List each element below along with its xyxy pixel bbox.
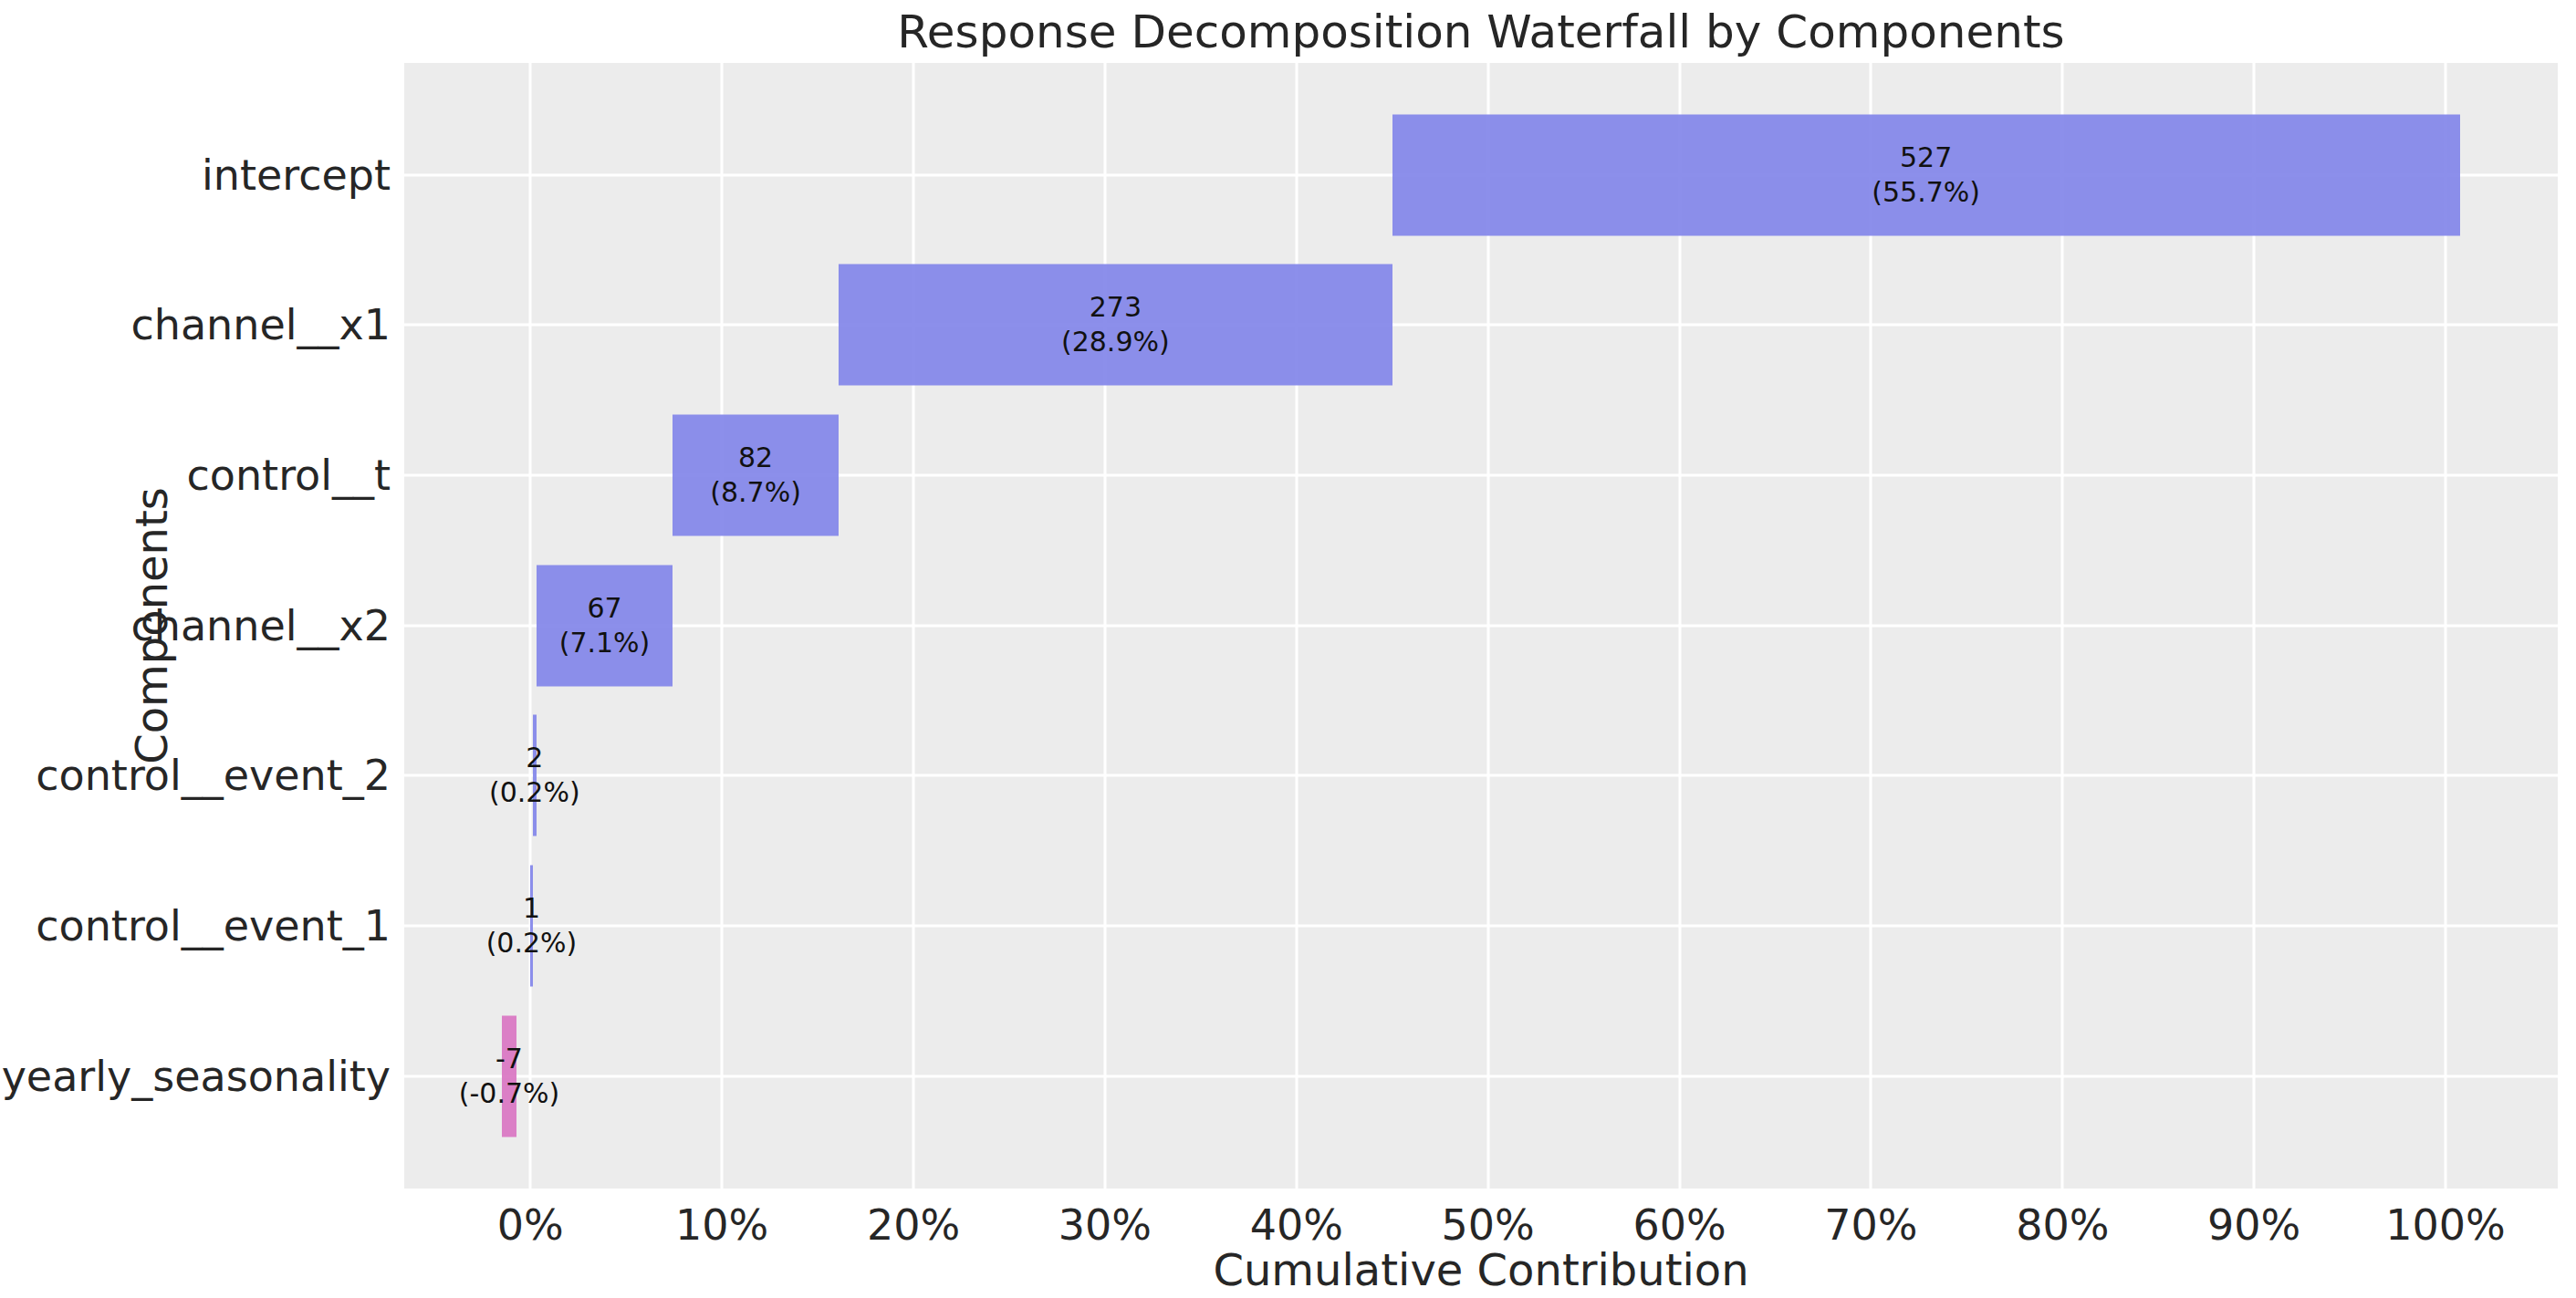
x-tick-label: 90% bbox=[2207, 1200, 2300, 1250]
y-gridline bbox=[404, 774, 2558, 777]
bar-value-label: 1(0.2%) bbox=[486, 891, 578, 961]
bar-value-label: 527(55.7%) bbox=[1872, 140, 1980, 210]
x-tick-label: 10% bbox=[675, 1200, 768, 1250]
bar-percent-text: (0.2%) bbox=[489, 775, 580, 810]
y-gridline bbox=[404, 925, 2558, 928]
y-category-label: channel__x2 bbox=[130, 601, 391, 650]
y-gridline bbox=[404, 624, 2558, 627]
x-tick-label: 50% bbox=[1442, 1200, 1535, 1250]
y-category-label: control__t bbox=[187, 451, 391, 500]
waterfall-figure: Response Decomposition Waterfall by Comp… bbox=[0, 0, 2576, 1298]
x-axis-title: Cumulative Contribution bbox=[1213, 1244, 1748, 1295]
bar-percent-text: (8.7%) bbox=[710, 475, 801, 510]
x-tick-label: 20% bbox=[867, 1200, 960, 1250]
y-category-label: channel__x1 bbox=[130, 300, 391, 349]
y-gridline bbox=[404, 1075, 2558, 1077]
y-gridline bbox=[404, 324, 2558, 327]
bar-value-text: 82 bbox=[738, 441, 773, 475]
bar-value-text: 527 bbox=[1900, 140, 1952, 175]
x-tick-label: 80% bbox=[2016, 1200, 2109, 1250]
bar-value-text: 1 bbox=[523, 891, 540, 926]
bar-value-label: 82(8.7%) bbox=[710, 441, 801, 510]
bar-value-text: 2 bbox=[526, 741, 543, 775]
x-tick-label: 0% bbox=[497, 1200, 564, 1250]
bar-value-label: 67(7.1%) bbox=[559, 591, 651, 660]
y-category-label: control__event_1 bbox=[36, 901, 391, 950]
bar-percent-text: (7.1%) bbox=[559, 626, 651, 660]
y-category-label: intercept bbox=[202, 151, 391, 200]
bar-value-text: 67 bbox=[587, 591, 621, 626]
x-tick-label: 100% bbox=[2385, 1200, 2506, 1250]
bar-percent-text: (28.9%) bbox=[1061, 325, 1170, 359]
y-category-label: control__event_2 bbox=[36, 751, 391, 800]
chart-title: Response Decomposition Waterfall by Comp… bbox=[897, 5, 2064, 58]
bar-value-text: -7 bbox=[495, 1042, 523, 1076]
plot-area: 527(55.7%)273(28.9%)82(8.7%)67(7.1%)2(0.… bbox=[404, 63, 2558, 1189]
x-tick-label: 30% bbox=[1059, 1200, 1152, 1250]
bar-value-label: -7(-0.7%) bbox=[459, 1042, 559, 1111]
bar-percent-text: (-0.7%) bbox=[459, 1076, 559, 1111]
x-tick-label: 70% bbox=[1824, 1200, 1917, 1250]
bar-percent-text: (0.2%) bbox=[486, 926, 578, 961]
x-tick-label: 40% bbox=[1250, 1200, 1343, 1250]
bar-value-text: 273 bbox=[1090, 290, 1142, 325]
bar-value-label: 2(0.2%) bbox=[489, 741, 580, 810]
x-tick-label: 60% bbox=[1632, 1200, 1726, 1250]
y-category-label: yearly_seasonality bbox=[2, 1052, 391, 1101]
bar-percent-text: (55.7%) bbox=[1872, 175, 1980, 210]
bar-value-label: 273(28.9%) bbox=[1061, 290, 1170, 359]
